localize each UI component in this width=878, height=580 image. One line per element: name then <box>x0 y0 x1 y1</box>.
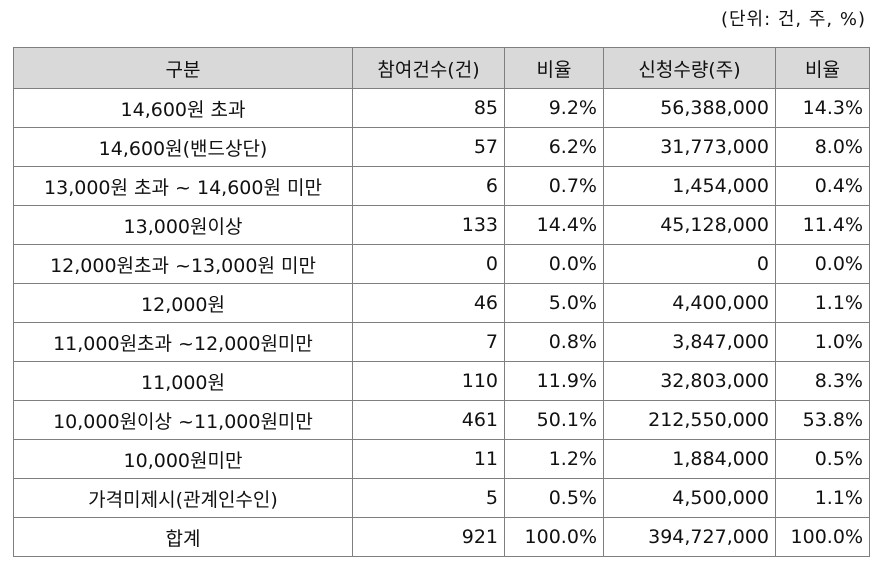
table-row: 12,000원초과 ~13,000원 미만 0 0.0% 0 0.0% <box>13 244 870 284</box>
cell-count-ratio: 5.0% <box>504 283 604 323</box>
cell-subscription-quantity: 212,550,000 <box>603 400 776 440</box>
cell-subscription-quantity: 32,803,000 <box>603 361 776 401</box>
cell-count-ratio: 0.5% <box>504 478 604 518</box>
cell-subscription-quantity: 1,884,000 <box>603 439 776 479</box>
table-row: 10,000원이상 ~11,000원미만 461 50.1% 212,550,000 5… <box>13 400 870 440</box>
cell-count-ratio: 0.7% <box>504 166 604 206</box>
table-row: 11,000원초과 ~12,000원미만 7 0.8% 3,847,000 1.0% <box>13 322 870 362</box>
cell-category: 14,600원(밴드상단) <box>13 127 353 167</box>
cell-participation-count: 921 <box>352 517 505 557</box>
header-subscription-quantity: 신청수량(주) <box>603 47 776 89</box>
cell-subscription-quantity: 45,128,000 <box>603 205 776 245</box>
cell-participation-count: 110 <box>352 361 505 401</box>
cell-quantity-ratio: 1.0% <box>775 322 870 362</box>
cell-subscription-quantity: 1,454,000 <box>603 166 776 206</box>
cell-subscription-quantity: 56,388,000 <box>603 88 776 128</box>
cell-subscription-quantity: 31,773,000 <box>603 127 776 167</box>
cell-subscription-quantity: 3,847,000 <box>603 322 776 362</box>
cell-category: 13,000원 초과 ~ 14,600원 미만 <box>13 166 353 206</box>
header-count-ratio: 비율 <box>504 47 604 89</box>
cell-quantity-ratio: 1.1% <box>775 478 870 518</box>
cell-subscription-quantity: 4,400,000 <box>603 283 776 323</box>
cell-quantity-ratio: 14.3% <box>775 88 870 128</box>
header-participation-count: 참여건수(건) <box>352 47 505 89</box>
cell-participation-count: 461 <box>352 400 505 440</box>
cell-quantity-ratio: 100.0% <box>775 517 870 557</box>
table-row: 13,000원이상 133 14.4% 45,128,000 11.4% <box>13 205 870 245</box>
cell-quantity-ratio: 0.0% <box>775 244 870 284</box>
cell-quantity-ratio: 53.8% <box>775 400 870 440</box>
table-row: 14,600원(밴드상단) 57 6.2% 31,773,000 8.0% <box>13 127 870 167</box>
cell-participation-count: 6 <box>352 166 505 206</box>
cell-subscription-quantity: 4,500,000 <box>603 478 776 518</box>
cell-quantity-ratio: 0.5% <box>775 439 870 479</box>
cell-participation-count: 5 <box>352 478 505 518</box>
cell-count-ratio: 0.8% <box>504 322 604 362</box>
total-row: 합계 921 100.0% 394,727,000 100.0% <box>13 517 870 557</box>
cell-participation-count: 133 <box>352 205 505 245</box>
cell-category: 가격미제시(관계인수인) <box>13 478 353 518</box>
cell-count-ratio: 50.1% <box>504 400 604 440</box>
table-row: 12,000원 46 5.0% 4,400,000 1.1% <box>13 283 870 323</box>
cell-count-ratio: 0.0% <box>504 244 604 284</box>
cell-participation-count: 7 <box>352 322 505 362</box>
cell-category: 12,000원초과 ~13,000원 미만 <box>13 244 353 284</box>
cell-category: 합계 <box>13 517 353 557</box>
cell-quantity-ratio: 1.1% <box>775 283 870 323</box>
cell-participation-count: 57 <box>352 127 505 167</box>
cell-quantity-ratio: 0.4% <box>775 166 870 206</box>
header-category: 구분 <box>13 47 353 89</box>
cell-participation-count: 46 <box>352 283 505 323</box>
cell-category: 13,000원이상 <box>13 205 353 245</box>
cell-category: 14,600원 초과 <box>13 88 353 128</box>
cell-category: 12,000원 <box>13 283 353 323</box>
cell-quantity-ratio: 8.0% <box>775 127 870 167</box>
cell-quantity-ratio: 11.4% <box>775 205 870 245</box>
table-row: 11,000원 110 11.9% 32,803,000 8.3% <box>13 361 870 401</box>
table-row: 14,600원 초과 85 9.2% 56,388,000 14.3% <box>13 88 870 128</box>
cell-subscription-quantity: 0 <box>603 244 776 284</box>
table-row: 가격미제시(관계인수인) 5 0.5% 4,500,000 1.1% <box>13 478 870 518</box>
cell-category: 10,000원미만 <box>13 439 353 479</box>
cell-count-ratio: 1.2% <box>504 439 604 479</box>
cell-participation-count: 0 <box>352 244 505 284</box>
table-row: 10,000원미만 11 1.2% 1,884,000 0.5% <box>13 439 870 479</box>
cell-count-ratio: 14.4% <box>504 205 604 245</box>
header-quantity-ratio: 비율 <box>775 47 870 89</box>
cell-participation-count: 85 <box>352 88 505 128</box>
subscription-table: 구분 참여건수(건) 비율 신청수량(주) 비율 14,600원 초과 85 9.2… <box>13 47 870 557</box>
cell-category: 11,000원초과 ~12,000원미만 <box>13 322 353 362</box>
cell-category: 10,000원이상 ~11,000원미만 <box>13 400 353 440</box>
cell-category: 11,000원 <box>13 361 353 401</box>
table-body: 14,600원 초과 85 9.2% 56,388,000 14.3% 14,600원(밴… <box>13 88 870 557</box>
unit-note: (단위: 건, 주, %) <box>720 9 866 30</box>
cell-count-ratio: 100.0% <box>504 517 604 557</box>
cell-quantity-ratio: 8.3% <box>775 361 870 401</box>
cell-count-ratio: 11.9% <box>504 361 604 401</box>
header-row: 구분 참여건수(건) 비율 신청수량(주) 비율 <box>13 47 870 89</box>
cell-count-ratio: 9.2% <box>504 88 604 128</box>
table-row: 13,000원 초과 ~ 14,600원 미만 6 0.7% 1,454,000 0.4… <box>13 166 870 206</box>
cell-participation-count: 11 <box>352 439 505 479</box>
cell-subscription-quantity: 394,727,000 <box>603 517 776 557</box>
cell-count-ratio: 6.2% <box>504 127 604 167</box>
